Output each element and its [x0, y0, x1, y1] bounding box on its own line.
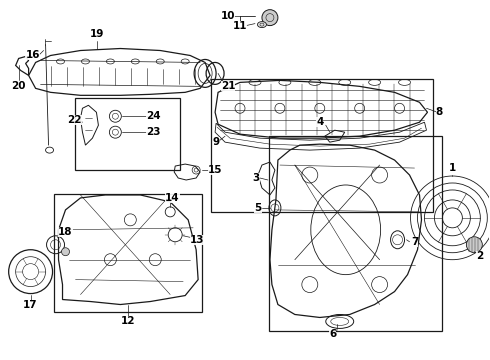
- Ellipse shape: [257, 22, 267, 28]
- Circle shape: [466, 237, 482, 253]
- Text: 21: 21: [221, 81, 235, 91]
- Text: 2: 2: [476, 251, 483, 261]
- Text: 4: 4: [316, 117, 323, 127]
- Text: 14: 14: [165, 193, 179, 203]
- Text: 12: 12: [121, 316, 136, 327]
- Text: 15: 15: [208, 165, 222, 175]
- Text: 5: 5: [254, 203, 262, 213]
- Bar: [211, 80, 434, 212]
- Text: 7: 7: [411, 237, 418, 247]
- Text: 19: 19: [90, 28, 104, 39]
- Bar: [269, 136, 442, 332]
- Text: 23: 23: [146, 127, 161, 137]
- Text: 13: 13: [190, 235, 204, 245]
- Text: 20: 20: [11, 81, 26, 91]
- Circle shape: [62, 248, 70, 256]
- Text: 16: 16: [25, 50, 40, 60]
- Text: 1: 1: [449, 163, 456, 173]
- Text: 18: 18: [58, 227, 73, 237]
- Circle shape: [262, 10, 278, 26]
- Bar: [53, 194, 202, 312]
- Text: 8: 8: [436, 107, 443, 117]
- Text: 22: 22: [67, 115, 82, 125]
- Text: 24: 24: [146, 111, 161, 121]
- Bar: [75, 98, 180, 170]
- Text: 17: 17: [24, 300, 38, 310]
- Text: 9: 9: [213, 137, 220, 147]
- Text: 6: 6: [329, 329, 336, 339]
- Text: 3: 3: [252, 173, 260, 183]
- Text: 11: 11: [233, 21, 247, 31]
- Text: 10: 10: [221, 11, 235, 21]
